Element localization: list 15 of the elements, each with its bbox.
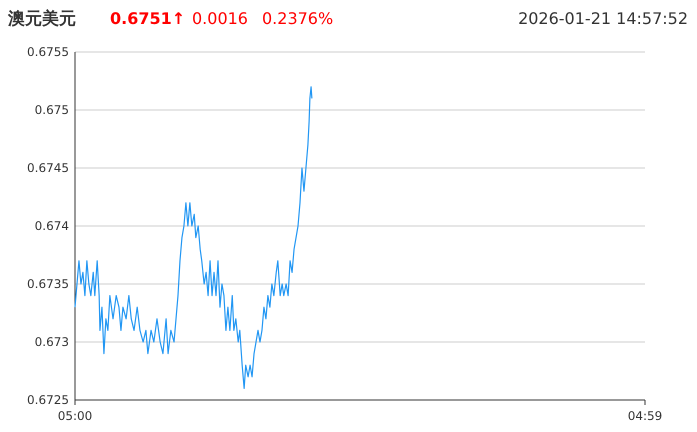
y-tick-label: 0.674 (34, 219, 69, 233)
chart-title: 澳元美元 (7, 9, 76, 29)
y-tick-label: 0.675 (34, 103, 69, 117)
y-tick-label: 0.673 (34, 335, 69, 349)
line-series (74, 86, 312, 389)
x-tick-label: 04:59 (628, 409, 662, 423)
text: 0.6751↑ (110, 9, 186, 28)
y-tick-label: 0.6755 (27, 45, 69, 59)
y-tick-label: 0.6745 (27, 161, 69, 175)
text: 0.0016 (192, 9, 248, 28)
y-tick-label: 0.6735 (27, 277, 69, 291)
text: 2026-01-21 14:57:52 (518, 9, 688, 28)
text: 0.2376% (262, 9, 334, 28)
x-tick-label: 05:00 (58, 409, 92, 423)
y-tick-label: 0.6725 (27, 393, 69, 407)
